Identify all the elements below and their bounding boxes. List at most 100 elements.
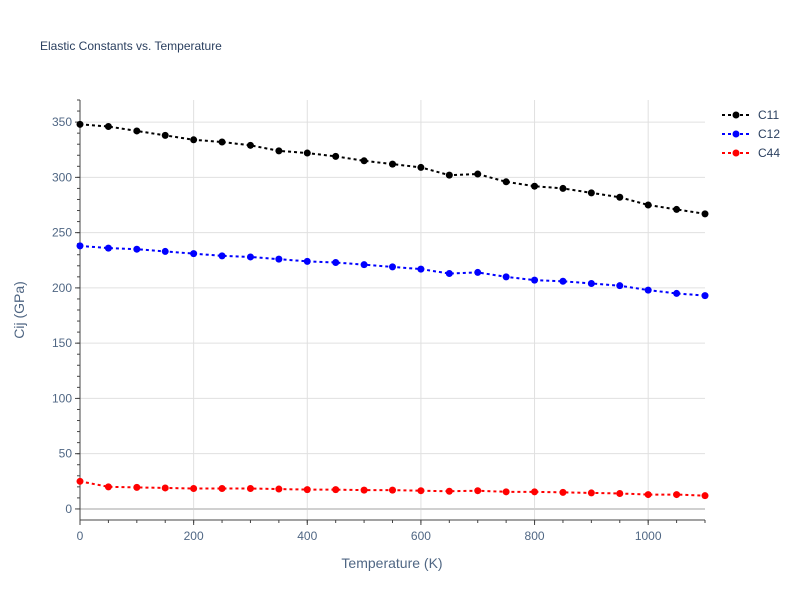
data-point[interactable] — [303, 486, 311, 494]
data-point[interactable] — [559, 184, 567, 192]
data-point[interactable] — [161, 247, 169, 255]
x-tick-label: 600 — [411, 529, 431, 543]
data-point[interactable] — [445, 171, 453, 179]
legend-label: C44 — [758, 146, 780, 160]
data-point[interactable] — [417, 163, 425, 171]
y-tick-label: 100 — [52, 391, 72, 405]
data-point[interactable] — [531, 276, 539, 284]
data-point[interactable] — [218, 485, 226, 492]
data-point[interactable] — [190, 485, 198, 492]
legend-item-c12[interactable]: C12 — [722, 127, 780, 141]
data-point[interactable] — [474, 170, 482, 178]
legend-item-c44[interactable]: C44 — [722, 146, 780, 160]
data-point[interactable] — [474, 487, 482, 495]
data-point[interactable] — [502, 488, 510, 496]
data-point[interactable] — [701, 210, 709, 218]
series-c11 — [76, 120, 709, 218]
series-c12 — [76, 242, 709, 300]
data-point[interactable] — [275, 485, 283, 493]
data-point[interactable] — [76, 242, 84, 250]
data-point[interactable] — [332, 486, 340, 494]
data-point[interactable] — [673, 289, 681, 297]
y-tick-label: 0 — [65, 502, 72, 516]
legend-label: C12 — [758, 127, 780, 141]
x-tick-label: 0 — [77, 529, 84, 543]
data-point[interactable] — [587, 189, 595, 197]
x-tick-label: 200 — [184, 529, 204, 543]
data-point[interactable] — [587, 279, 595, 287]
data-point[interactable] — [104, 483, 112, 491]
data-point[interactable] — [559, 277, 567, 285]
data-point[interactable] — [218, 138, 226, 146]
data-point[interactable] — [133, 127, 141, 135]
data-point[interactable] — [360, 486, 368, 494]
y-tick-label: 200 — [52, 281, 72, 295]
data-point[interactable] — [104, 244, 112, 252]
data-point[interactable] — [133, 483, 141, 491]
data-point[interactable] — [531, 488, 539, 496]
data-point[interactable] — [275, 255, 283, 263]
data-point[interactable] — [616, 282, 624, 290]
data-point[interactable] — [673, 205, 681, 213]
data-point[interactable] — [559, 488, 567, 496]
data-point[interactable] — [644, 286, 652, 294]
data-point[interactable] — [218, 252, 226, 260]
series-line — [79, 123, 706, 215]
y-tick-label: 350 — [52, 115, 72, 129]
data-point[interactable] — [616, 193, 624, 201]
legend-label: C11 — [758, 108, 779, 122]
data-point[interactable] — [303, 257, 311, 265]
data-point[interactable] — [673, 491, 681, 499]
data-point[interactable] — [389, 486, 396, 494]
data-point[interactable] — [417, 265, 425, 273]
data-point[interactable] — [587, 489, 595, 497]
grid — [80, 100, 705, 520]
data-point[interactable] — [246, 141, 254, 149]
legend-marker — [732, 130, 740, 138]
series-layer — [76, 120, 709, 500]
legend[interactable]: C11 C12 C44 — [722, 108, 780, 160]
data-point[interactable] — [133, 245, 141, 253]
data-point[interactable] — [332, 152, 340, 160]
data-point[interactable] — [701, 492, 709, 500]
data-point[interactable] — [246, 253, 254, 261]
data-point[interactable] — [76, 120, 84, 128]
data-point[interactable] — [502, 273, 510, 281]
data-point[interactable] — [275, 147, 283, 155]
data-point[interactable] — [389, 263, 396, 271]
data-point[interactable] — [332, 258, 340, 266]
data-point[interactable] — [445, 487, 453, 495]
series-c44 — [76, 477, 709, 500]
data-point[interactable] — [190, 250, 198, 258]
data-point[interactable] — [531, 182, 539, 190]
data-point[interactable] — [616, 489, 624, 497]
x-tick-label: 1000 — [635, 529, 662, 543]
data-point[interactable] — [190, 136, 198, 144]
y-tick-label: 300 — [52, 170, 72, 184]
x-tick-label: 400 — [297, 529, 317, 543]
data-point[interactable] — [104, 123, 112, 131]
x-axis-title: Temperature (K) — [341, 555, 442, 571]
data-point[interactable] — [303, 149, 311, 157]
legend-marker — [732, 111, 740, 119]
data-point[interactable] — [445, 270, 453, 278]
data-point[interactable] — [360, 261, 368, 269]
data-point[interactable] — [474, 268, 482, 276]
legend-marker — [732, 149, 740, 157]
data-point[interactable] — [417, 487, 425, 495]
data-point[interactable] — [644, 491, 652, 499]
data-point[interactable] — [246, 485, 254, 492]
data-point[interactable] — [389, 160, 396, 168]
data-point[interactable] — [360, 157, 368, 165]
x-tick-label: 800 — [525, 529, 545, 543]
data-point[interactable] — [701, 292, 709, 300]
data-point[interactable] — [76, 477, 84, 485]
data-point[interactable] — [502, 178, 510, 186]
axes: 0 200 400 600 800 1000 0 50 100 150 200 250 300 350 — [52, 99, 706, 543]
data-point[interactable] — [161, 131, 169, 139]
data-point[interactable] — [161, 484, 169, 492]
legend-item-c11[interactable]: C11 — [722, 108, 779, 122]
data-point[interactable] — [644, 201, 652, 209]
